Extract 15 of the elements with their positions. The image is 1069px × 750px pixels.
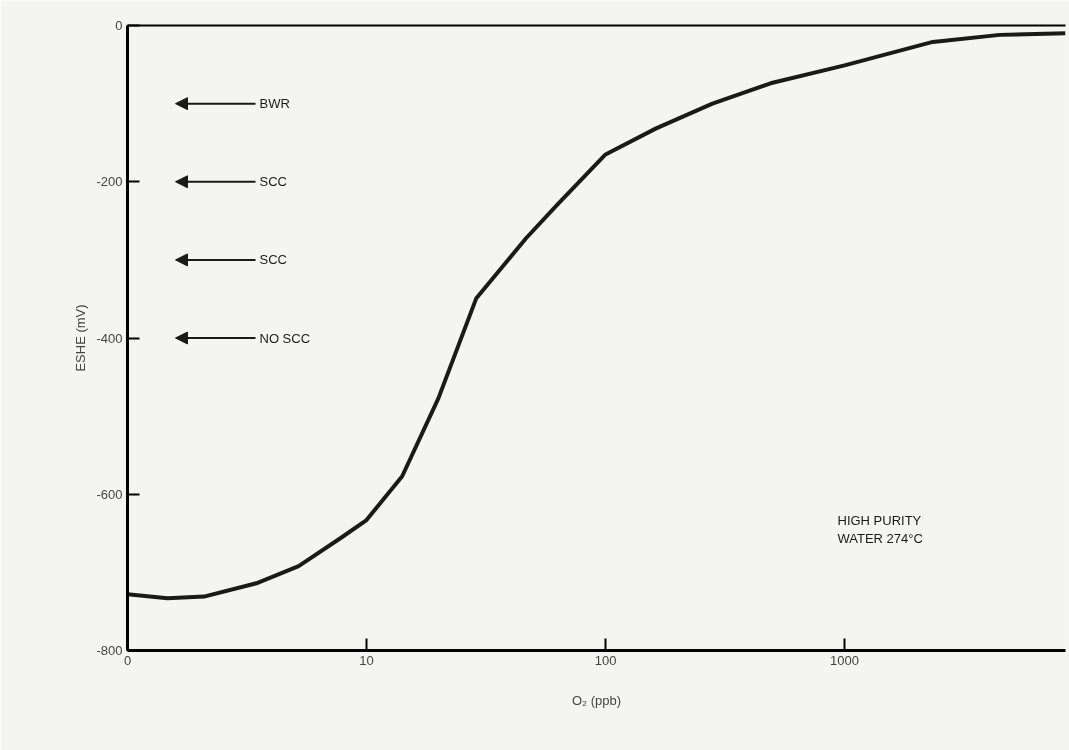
y-tick-label: -200: [96, 174, 123, 190]
x-tick-label: 100: [594, 652, 617, 668]
annotation: SCC: [259, 252, 287, 268]
annotation: HIGH PURITY WATER 274°C: [837, 512, 923, 546]
y-tick-label: -400: [96, 330, 123, 346]
y-tick-label: -800: [96, 643, 123, 658]
y-tick-label: 0: [115, 18, 123, 33]
x-tick-label: 10: [359, 652, 374, 668]
annotation: SCC: [259, 174, 287, 190]
annotation: BWR: [259, 96, 290, 112]
annotation: NO SCC: [259, 330, 311, 346]
y-axis-title: ESHE (mV): [73, 304, 89, 372]
x-axis-title: O₂ (ppb): [571, 692, 622, 708]
x-tick-label: 1000: [830, 652, 860, 668]
y-tick-label: -600: [96, 486, 123, 502]
